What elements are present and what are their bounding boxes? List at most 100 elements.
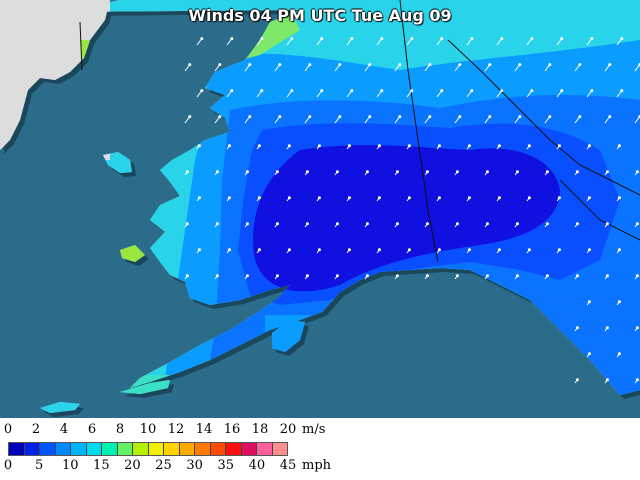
wind-arrow-head: [395, 274, 399, 278]
color-swatch: [272, 443, 287, 455]
wind-arrow-head: [197, 144, 201, 148]
wind-arrow-head: [458, 63, 462, 67]
wind-arrow-head: [605, 326, 609, 330]
wind-vector-arrows: [184, 37, 640, 384]
wind-arrow-head: [395, 170, 399, 174]
wind-arrow-head: [260, 89, 264, 93]
color-swatch: [24, 443, 40, 455]
wind-arrow-head: [587, 144, 591, 148]
wind-arrow-head: [467, 144, 471, 148]
wind-arrow-head: [518, 115, 522, 119]
wind-arrow-head: [617, 352, 621, 356]
wind-arrow-head: [617, 144, 621, 148]
wind-arrow-head: [578, 63, 582, 67]
wind-arrow-head: [350, 37, 354, 41]
wind-arrow-head: [455, 170, 459, 174]
wind-arrow-head: [545, 222, 549, 226]
wind-arrow-head: [188, 115, 192, 119]
wind-arrow-head: [215, 274, 219, 278]
mph-tick-label: 35: [217, 458, 235, 473]
wind-arrow-head: [197, 248, 201, 252]
wind-arrow-head: [557, 144, 561, 148]
wind-arrow-head: [338, 115, 342, 119]
wind-arrow-head: [368, 63, 372, 67]
ms-tick-label: 4: [59, 422, 69, 437]
wind-arrow-head: [275, 170, 279, 174]
wind-arrow-head: [560, 37, 564, 41]
mph-unit-label: mph: [302, 458, 332, 473]
wind-arrow-head: [605, 222, 609, 226]
mph-tick-label: 30: [186, 458, 203, 473]
wind-arrow-head: [485, 222, 489, 226]
color-swatch: [55, 443, 71, 455]
wind-arrow-head: [377, 196, 381, 200]
color-swatch: [40, 443, 56, 455]
wind-arrow-head: [557, 248, 561, 252]
wind-arrow-head: [587, 248, 591, 252]
wind-speed-legend: 0 2 4 6 8 10 12 14 16 18 20 m/s 0 5 10 15 20 25 30 35 40 45…: [0, 418, 640, 480]
color-swatch: [102, 443, 118, 455]
mph-tick-label: 25: [155, 458, 172, 473]
wind-arrow-head: [305, 170, 309, 174]
color-swatch: [164, 443, 180, 455]
wind-arrow-head: [290, 89, 294, 93]
ms-tick-label: 16: [223, 422, 241, 437]
wind-arrow-head: [380, 89, 384, 93]
wind-arrow-head: [527, 248, 531, 252]
wind-arrow-head: [335, 274, 339, 278]
wind-arrow-head: [338, 63, 342, 67]
mph-tick-label: 10: [61, 458, 79, 473]
mph-tick-label: 20: [124, 458, 141, 473]
wind-arrow-head: [488, 63, 492, 67]
wind-arrow-head: [320, 89, 324, 93]
ms-tick-label: 6: [87, 422, 97, 437]
wind-arrow-head: [617, 248, 621, 252]
wind-arrow-head: [458, 115, 462, 119]
wind-arrow-head: [527, 144, 531, 148]
wind-arrow-head: [530, 37, 534, 41]
wind-arrow-head: [407, 248, 411, 252]
wind-arrow-head: [545, 170, 549, 174]
wind-arrow-head: [500, 89, 504, 93]
wind-arrow-head: [617, 196, 621, 200]
wind-arrow-head: [437, 196, 441, 200]
wind-arrow-head: [335, 222, 339, 226]
wind-arrow-head: [440, 37, 444, 41]
wind-arrow-head: [575, 378, 579, 382]
wind-arrow-head: [635, 378, 639, 382]
wind-arrow-head: [230, 37, 234, 41]
wind-arrow-head: [527, 196, 531, 200]
color-scale-bar: [8, 442, 288, 456]
wind-arrow-head: [455, 274, 459, 278]
wind-arrow-head: [587, 300, 591, 304]
wind-arrow-head: [227, 196, 231, 200]
wind-arrow-head: [245, 274, 249, 278]
state-borders: [79, 0, 640, 263]
color-swatch: [195, 443, 211, 455]
wind-arrow-head: [287, 248, 291, 252]
wind-arrow-head: [518, 63, 522, 67]
wind-arrow-head: [317, 196, 321, 200]
wind-arrow-head: [428, 115, 432, 119]
ms-tick-label: 8: [115, 422, 125, 437]
wind-arrow-head: [275, 222, 279, 226]
wind-arrow-head: [260, 37, 264, 41]
wind-arrow-head: [548, 115, 552, 119]
wind-arrow-head: [557, 196, 561, 200]
ms-tick-label: 12: [167, 422, 185, 437]
wind-arrow-head: [437, 144, 441, 148]
wind-arrow-head: [368, 115, 372, 119]
wind-arrow-head: [575, 170, 579, 174]
wind-arrow-head: [248, 63, 252, 67]
wind-arrow-head: [335, 170, 339, 174]
color-swatch: [9, 443, 25, 455]
ms-tick-label: 18: [251, 422, 269, 437]
ms-tick-label: 10: [139, 422, 157, 437]
wind-arrow-head: [587, 352, 591, 356]
mph-tick-label: 5: [34, 458, 44, 473]
wind-arrow-head: [380, 37, 384, 41]
color-swatch: [86, 443, 102, 455]
wind-arrow-head: [290, 37, 294, 41]
wind-arrow-head: [437, 248, 441, 252]
color-swatch: [257, 443, 273, 455]
